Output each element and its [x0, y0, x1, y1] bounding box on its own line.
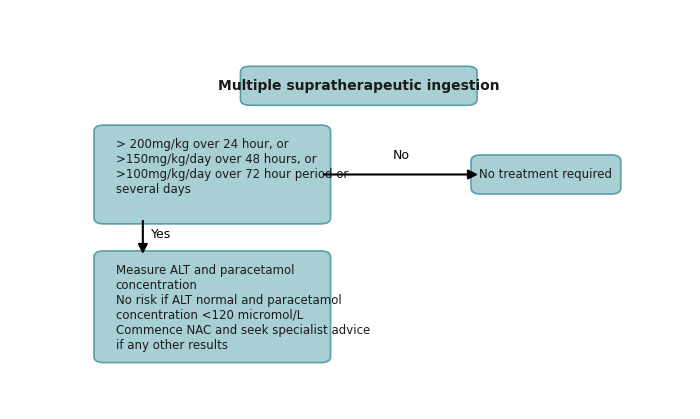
Text: Measure ALT and paracetamol
concentration
No risk if ALT normal and paracetamol
: Measure ALT and paracetamol concentratio…	[116, 264, 370, 352]
FancyBboxPatch shape	[94, 251, 330, 362]
Text: Yes: Yes	[151, 228, 172, 241]
Text: No treatment required: No treatment required	[480, 168, 612, 181]
Text: No: No	[392, 149, 410, 162]
Text: Multiple supratherapeutic ingestion: Multiple supratherapeutic ingestion	[218, 79, 500, 93]
Text: > 200mg/kg over 24 hour, or
>150mg/kg/day over 48 hours, or
>100mg/kg/day over 7: > 200mg/kg over 24 hour, or >150mg/kg/da…	[116, 138, 348, 196]
FancyBboxPatch shape	[471, 155, 621, 194]
FancyBboxPatch shape	[94, 125, 330, 224]
FancyBboxPatch shape	[241, 66, 477, 105]
